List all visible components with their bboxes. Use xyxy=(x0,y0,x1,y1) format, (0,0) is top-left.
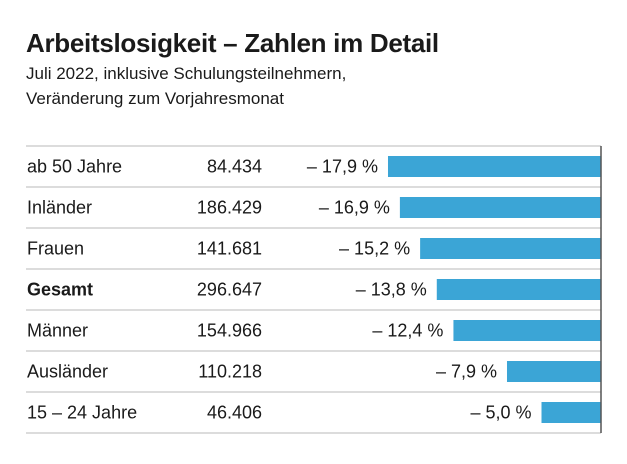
category-label: 15 – 24 Jahre xyxy=(27,403,137,423)
category-label: ab 50 Jahre xyxy=(27,157,122,177)
count-label: 110.218 xyxy=(198,362,262,382)
value-label: – 15,2 % xyxy=(339,239,410,259)
bar xyxy=(399,197,601,218)
bar xyxy=(541,402,601,423)
count-label: 141.681 xyxy=(197,239,262,259)
category-label: Inländer xyxy=(27,198,92,218)
count-label: 186.429 xyxy=(197,198,262,218)
bar xyxy=(387,156,601,177)
value-label: – 5,0 % xyxy=(470,403,531,423)
count-label: 46.406 xyxy=(207,403,262,423)
bar xyxy=(506,361,601,382)
bar xyxy=(453,320,601,341)
category-label: Frauen xyxy=(27,239,84,259)
subtitle-line-2: Veränderung zum Vorjahresmonat xyxy=(26,89,284,108)
category-label: Ausländer xyxy=(27,362,108,382)
count-label: 154.966 xyxy=(197,321,262,341)
count-label: 296.647 xyxy=(197,280,262,300)
bar xyxy=(436,279,601,300)
value-label: – 7,9 % xyxy=(436,362,497,382)
subtitle-line-1: Juli 2022, inklusive Schulungsteilnehmer… xyxy=(26,64,347,83)
value-label: – 16,9 % xyxy=(319,198,390,218)
value-label: – 12,4 % xyxy=(372,321,443,341)
bar xyxy=(420,238,601,259)
value-label: – 17,9 % xyxy=(307,157,378,177)
category-label: Männer xyxy=(27,321,88,341)
count-label: 84.434 xyxy=(207,157,262,177)
value-label: – 13,8 % xyxy=(356,280,427,300)
category-label: Gesamt xyxy=(27,280,93,300)
chart-title: Arbeitslosigkeit – Zahlen im Detail xyxy=(26,28,439,58)
